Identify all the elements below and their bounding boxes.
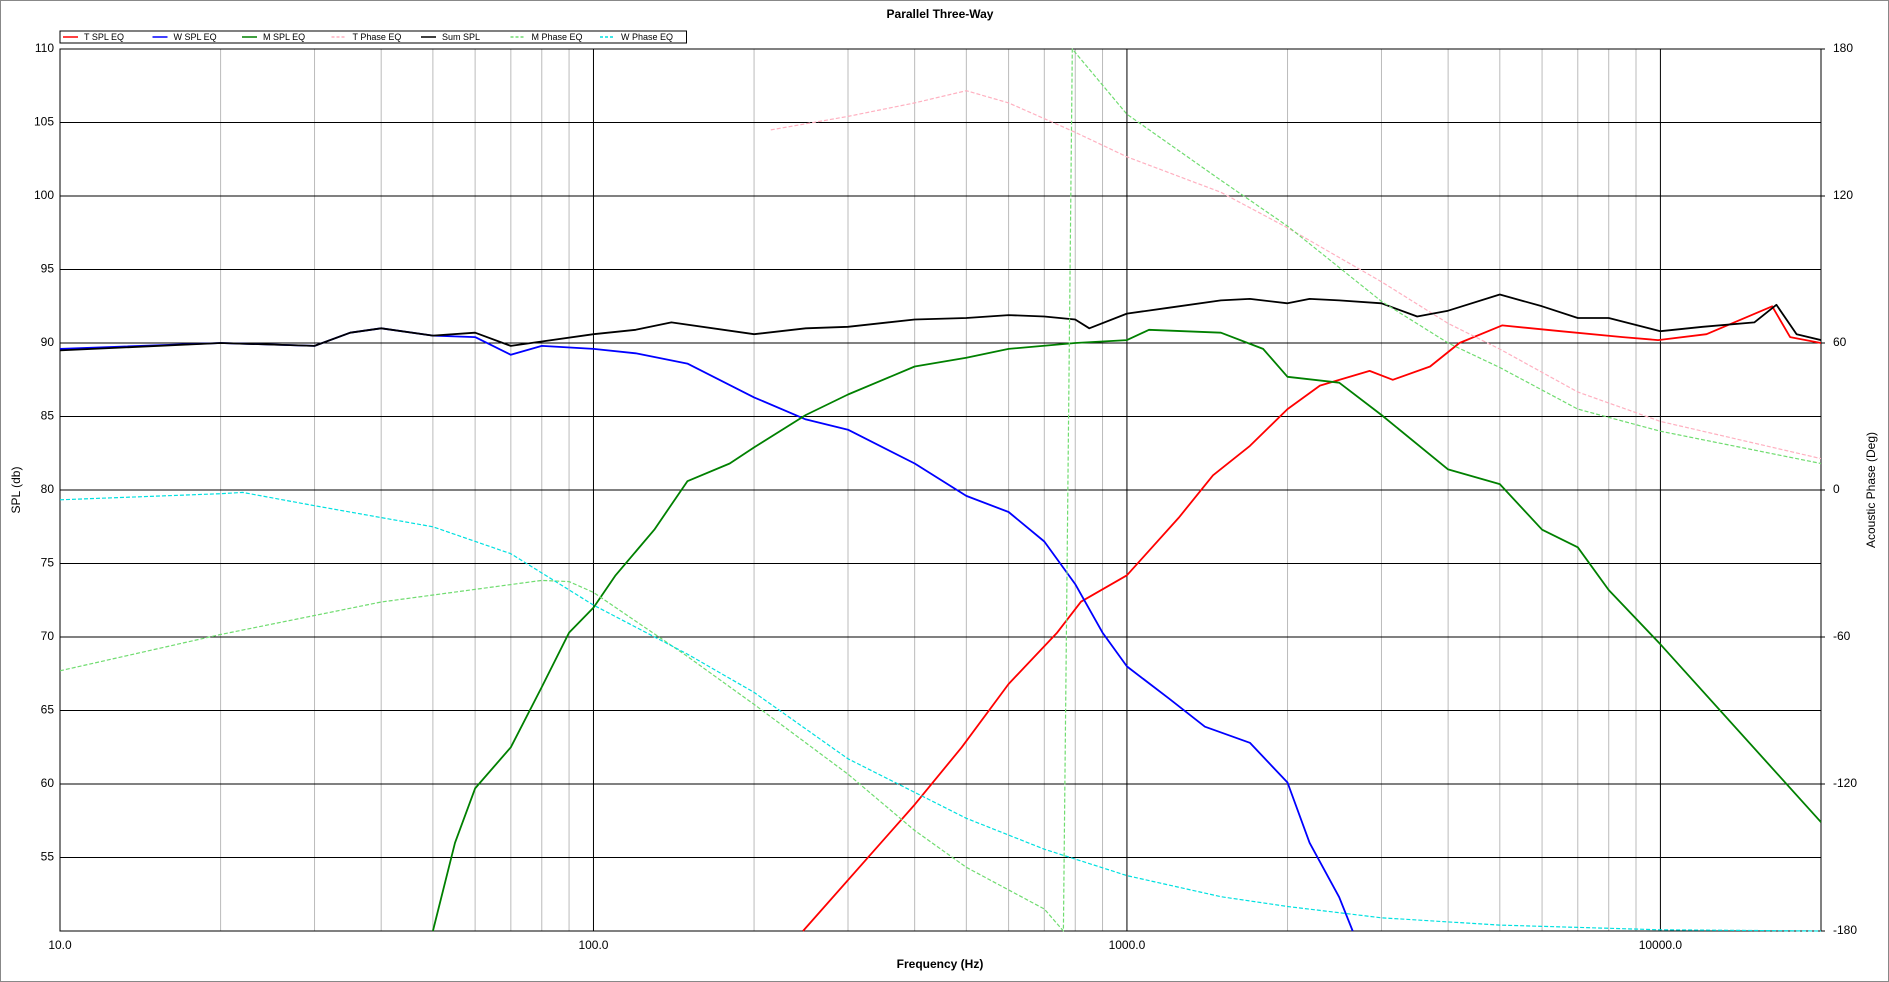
y-tick-label: 95 [41,262,55,276]
x-tick-label: 100.0 [578,938,608,952]
plot-border [59,48,1822,932]
y2-tick-label: 0 [1833,482,1840,496]
y-tick-label: 75 [41,556,55,570]
series-line [60,293,1821,352]
y-tick-label: 105 [34,115,54,129]
series-line [60,491,1821,932]
y2-tick-label: 180 [1833,41,1853,55]
legend-label: W Phase EQ [621,32,673,42]
y-tick-label: 85 [41,409,55,423]
y2-axis-title: Acoustic Phase (Deg) [1864,432,1878,548]
y2-tick-label: -120 [1833,776,1857,790]
y2-tick-label: 60 [1833,335,1847,349]
x-tick-label: 10000.0 [1639,938,1683,952]
legend-box [59,30,687,44]
series-line [802,305,1821,932]
series-line [770,90,1821,460]
legend-label: Sum SPL [442,32,480,42]
y-tick-label: 90 [41,335,55,349]
x-tick-label: 1000.0 [1109,938,1146,952]
legend-label: M Phase EQ [532,32,583,42]
y-tick-label: 60 [41,776,55,790]
legend-label: T SPL EQ [84,32,124,42]
y-tick-label: 70 [41,629,55,643]
y-tick-label: 100 [34,188,54,202]
y-tick-label: 110 [35,41,54,55]
y-tick-label: 80 [41,482,55,496]
x-axis-title: Frequency (Hz) [897,957,984,971]
series-line [432,328,1821,932]
y2-tick-label: 120 [1833,188,1853,202]
y-tick-label: 55 [41,850,55,864]
chart-title: Parallel Three-Way [887,7,994,21]
y2-tick-label: -180 [1833,923,1857,937]
y-axis-title: SPL (db) [9,467,23,514]
legend-label: M SPL EQ [263,32,305,42]
x-tick-label: 10.0 [48,938,72,952]
legend-label: W SPL EQ [174,32,217,42]
y-tick-label: 65 [41,703,55,717]
y2-tick-label: -60 [1833,629,1851,643]
legend-label: T Phase EQ [353,32,402,42]
